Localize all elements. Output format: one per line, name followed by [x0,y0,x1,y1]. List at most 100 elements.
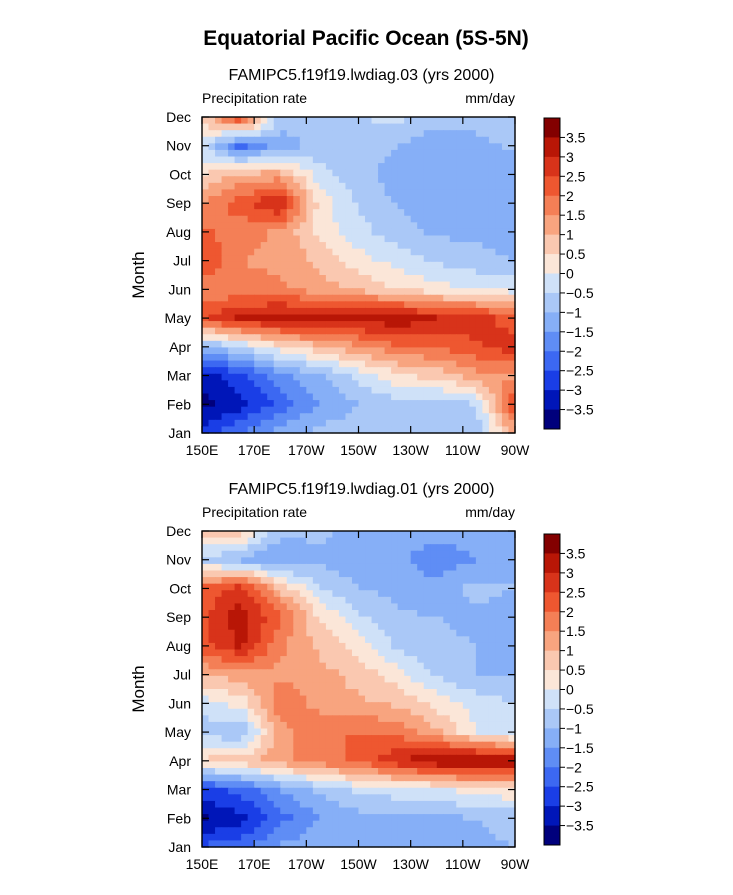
contour-cell [417,281,425,289]
contour-cell [293,577,301,585]
contour-cell [273,149,281,158]
contour-cell [456,321,464,329]
contour-cell [469,741,477,749]
colorbar-label: −1 [566,720,582,736]
contour-cell [469,182,477,191]
contour-cell [488,143,497,151]
contour-cell [260,255,268,263]
contour-cell [495,768,503,776]
contour-cell [299,222,307,230]
contour-cell [325,583,334,591]
contour-cell [384,275,392,283]
contour-cell [338,840,347,848]
contour-cell [280,800,288,809]
contour-cell [410,748,418,756]
contour-cell [215,715,223,723]
contour-cell [351,413,360,421]
contour-cell [273,662,281,670]
contour-cell [501,123,510,131]
contour-cell [365,610,373,618]
contour-cell [397,235,405,243]
contour-cell [351,117,360,125]
contour-cell [228,182,236,191]
contour-cell [475,833,483,842]
contour-cell [371,307,379,316]
contour-cell [234,629,242,637]
contour-cell [215,800,223,809]
contour-cell [228,669,236,677]
contour-cell [449,531,457,539]
contour-cell [280,814,288,822]
contour-cell [260,748,268,756]
contour-cell [267,340,275,349]
contour-cell [325,840,334,848]
contour-cell [391,695,399,703]
contour-cell [469,314,477,322]
contour-cell [241,715,249,723]
contour-cell [273,715,281,723]
contour-cell [404,531,412,539]
contour-cell [267,136,275,144]
contour-cell [436,373,444,381]
contour-cell [286,794,294,802]
contour-cell [410,288,418,296]
contour-cell [280,321,288,329]
contour-cell [319,294,327,302]
contour-cell [488,242,497,250]
contour-cell [391,675,399,684]
contour-cell [351,728,360,736]
contour-cell [417,814,425,822]
contour-cell [449,130,457,138]
contour-cell [202,642,210,651]
contour-cell [469,787,477,795]
contour-cell [306,301,314,309]
contour-cell [319,301,327,309]
y-tick-label: Dec [166,109,191,125]
contour-cell [456,248,464,256]
contour-cell [234,708,242,716]
contour-cell [423,334,431,342]
contour-cell [397,143,405,151]
contour-cell [404,649,412,657]
contour-cell [332,228,340,237]
contour-cell [365,242,373,250]
contour-cell [273,321,281,329]
contour-cell [260,577,268,585]
colorbar-label: 2 [566,188,574,204]
contour-cell [384,347,392,355]
contour-cell [371,367,379,375]
contour-cell [208,675,216,684]
contour-cell [371,610,379,618]
contour-cell [508,840,516,848]
contour-cell [358,761,366,769]
contour-cell [475,735,483,743]
contour-cell [208,169,216,177]
contour-cell [501,689,510,697]
contour-cell [293,130,301,138]
contour-cell [488,833,497,842]
contour-cell [280,629,288,637]
contour-cell [319,583,327,591]
contour-cell [462,577,470,585]
contour-cell [215,814,223,822]
contour-cell [508,307,516,316]
contour-cell [202,563,210,572]
contour-cell [488,715,497,723]
contour-cell [280,787,288,795]
contour-cell [260,360,268,368]
contour-cell [443,156,451,164]
contour-cell [280,675,288,684]
contour-cell [202,689,210,697]
contour-cell [345,130,353,138]
contour-cell [443,590,451,598]
contour-cell [234,294,242,302]
contour-cell [404,583,412,591]
contour-cell [391,689,399,697]
contour-cell [351,768,360,776]
contour-cell [495,544,503,552]
contour-cell [443,774,451,782]
colorbar-label: 1 [566,643,574,659]
contour-cell [417,314,425,322]
contour-cell [312,596,320,605]
contour-cell [495,228,503,237]
